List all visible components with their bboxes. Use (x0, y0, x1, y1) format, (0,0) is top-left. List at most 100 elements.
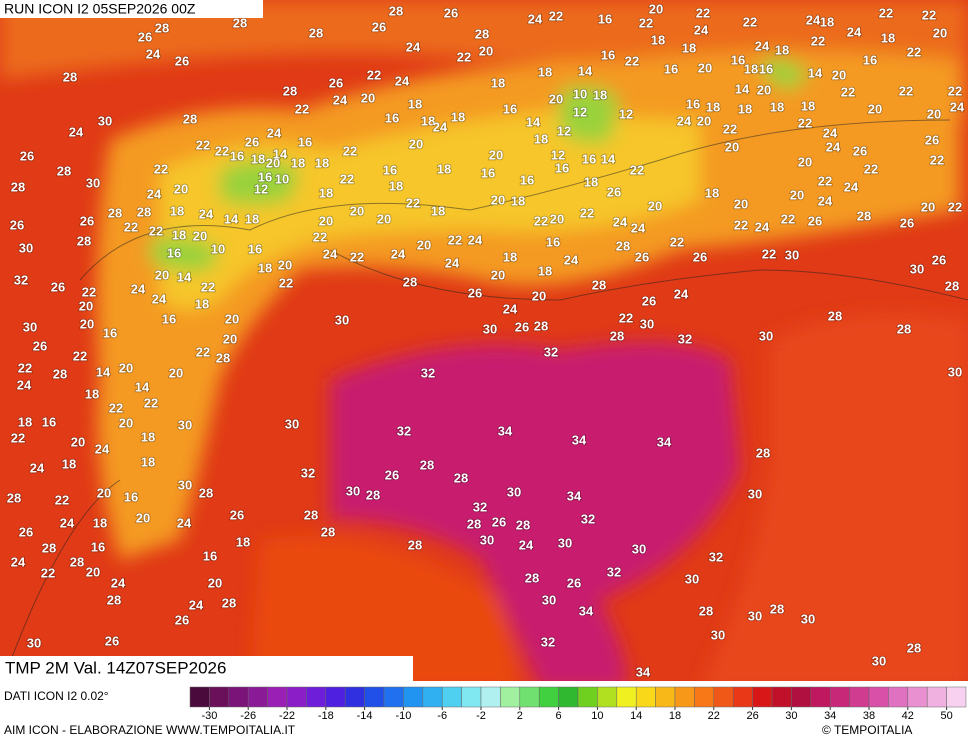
temperature-label: 28 (183, 111, 197, 126)
temperature-label: 18 (593, 87, 607, 102)
temperature-label: 22 (340, 171, 354, 186)
temperature-label: 14 (96, 364, 111, 379)
temperature-label: 18 (408, 96, 422, 111)
temperature-label: 34 (657, 434, 672, 449)
temperature-label: 28 (11, 179, 25, 194)
colorbar-swatch (868, 686, 889, 708)
colorbar-swatch (247, 686, 268, 708)
temperature-label: 28 (403, 274, 417, 289)
temperature-label: 20 (86, 564, 100, 579)
temperature-label: 20 (169, 365, 183, 380)
colorbar-swatch (383, 686, 404, 708)
temperature-label: 24 (950, 99, 965, 114)
temperature-label: 14 (135, 379, 150, 394)
temperature-label: 24 (445, 255, 460, 270)
temperature-label: 16 (42, 414, 56, 429)
temperature-label: 18 (744, 61, 758, 76)
temperature-label: 22 (201, 279, 215, 294)
temperature-label: 18 (258, 260, 272, 275)
temperature-label: 18 (236, 534, 250, 549)
temperature-label: 22 (144, 395, 158, 410)
temperature-label: 20 (119, 360, 133, 375)
temperature-label: 14 (735, 81, 750, 96)
colorbar-swatch (441, 686, 462, 708)
temperature-label: 22 (781, 211, 795, 226)
temperature-label: 20 (489, 147, 503, 162)
temperature-label: 18 (141, 454, 155, 469)
colorbar-label: 38 (863, 710, 875, 722)
temperature-label: 28 (107, 592, 121, 607)
temperature-label: 26 (230, 507, 244, 522)
temperature-label: 22 (930, 152, 944, 167)
temperature-label: 18 (538, 64, 552, 79)
temperature-label: 26 (853, 143, 867, 158)
temperature-label: 20 (409, 136, 423, 151)
temperature-label: 18 (319, 185, 333, 200)
temperature-label: 26 (20, 148, 34, 163)
temperature-label: 26 (105, 633, 119, 648)
temperature-label: 28 (57, 163, 71, 178)
temperature-label: 20 (155, 267, 169, 282)
temperature-label: 16 (167, 245, 181, 260)
temperature-label: 28 (7, 490, 21, 505)
temperature-label: 24 (631, 220, 646, 235)
temperature-label: 28 (199, 485, 213, 500)
temperature-label: 22 (798, 115, 812, 130)
colorbar-label: 34 (824, 710, 836, 722)
temperature-label: 18 (389, 178, 403, 193)
temperature-label: 20 (697, 113, 711, 128)
colorbar-label: -18 (318, 710, 334, 722)
temperature-label: 28 (525, 570, 539, 585)
colorbar-swatch (616, 686, 637, 708)
temperature-label: 24 (755, 219, 770, 234)
temperature-label: 20 (921, 199, 935, 214)
colorbar-swatch (422, 686, 443, 708)
temperature-label: 24 (818, 193, 833, 208)
temperature-label: 30 (685, 571, 699, 586)
temperature-label: 20 (757, 82, 771, 97)
colorbar-swatch (364, 686, 385, 708)
temperature-label: 28 (309, 25, 323, 40)
temperature-label: 20 (532, 288, 546, 303)
temperature-label: 24 (694, 22, 709, 37)
temperature-label: 26 (372, 19, 386, 34)
temperature-label: 28 (610, 328, 624, 343)
temperature-label: 20 (80, 316, 94, 331)
temperature-label: 20 (649, 1, 663, 16)
variable-title: TMP 2M Val. 14Z07SEP2026 (5, 658, 226, 677)
temperature-label: 30 (23, 319, 37, 334)
temperature-label: 32 (14, 272, 28, 287)
temperature-label: 28 (828, 308, 842, 323)
colorbar-label: 18 (669, 710, 681, 722)
colorbar-swatch (907, 686, 928, 708)
temperature-label: 28 (137, 204, 151, 219)
temperature-label: 22 (149, 223, 163, 238)
colorbar-swatch (344, 686, 365, 708)
temperature-label: 24 (433, 119, 448, 134)
colorbar-swatch (771, 686, 792, 708)
temperature-label: 14 (578, 63, 593, 78)
temperature-label: 16 (298, 134, 312, 149)
temperature-label: 18 (738, 101, 752, 116)
temperature-label: 30 (285, 416, 299, 431)
colorbar-swatch (267, 686, 288, 708)
temperature-label: 20 (798, 154, 812, 169)
temperature-label: 32 (678, 331, 692, 346)
temperature-label: 22 (82, 284, 96, 299)
temperature-label: 24 (267, 125, 282, 140)
colorbar-swatch (713, 686, 734, 708)
temperature-label: 26 (808, 213, 822, 228)
temperature-label: 16 (103, 325, 117, 340)
temperature-label: 20 (208, 575, 222, 590)
colorbar-label: 26 (746, 710, 758, 722)
temperature-label: 10 (573, 86, 587, 101)
temperature-label: 30 (558, 535, 572, 550)
temperature-label: 18 (775, 42, 789, 57)
temperature-label: 20 (832, 67, 846, 82)
colorbar-label: 6 (556, 710, 562, 722)
temperature-label: 26 (642, 293, 656, 308)
temperature-label: 30 (759, 328, 773, 343)
temperature-label: 24 (395, 73, 410, 88)
temperature-label: 26 (10, 217, 24, 232)
temperature-label: 20 (350, 203, 364, 218)
